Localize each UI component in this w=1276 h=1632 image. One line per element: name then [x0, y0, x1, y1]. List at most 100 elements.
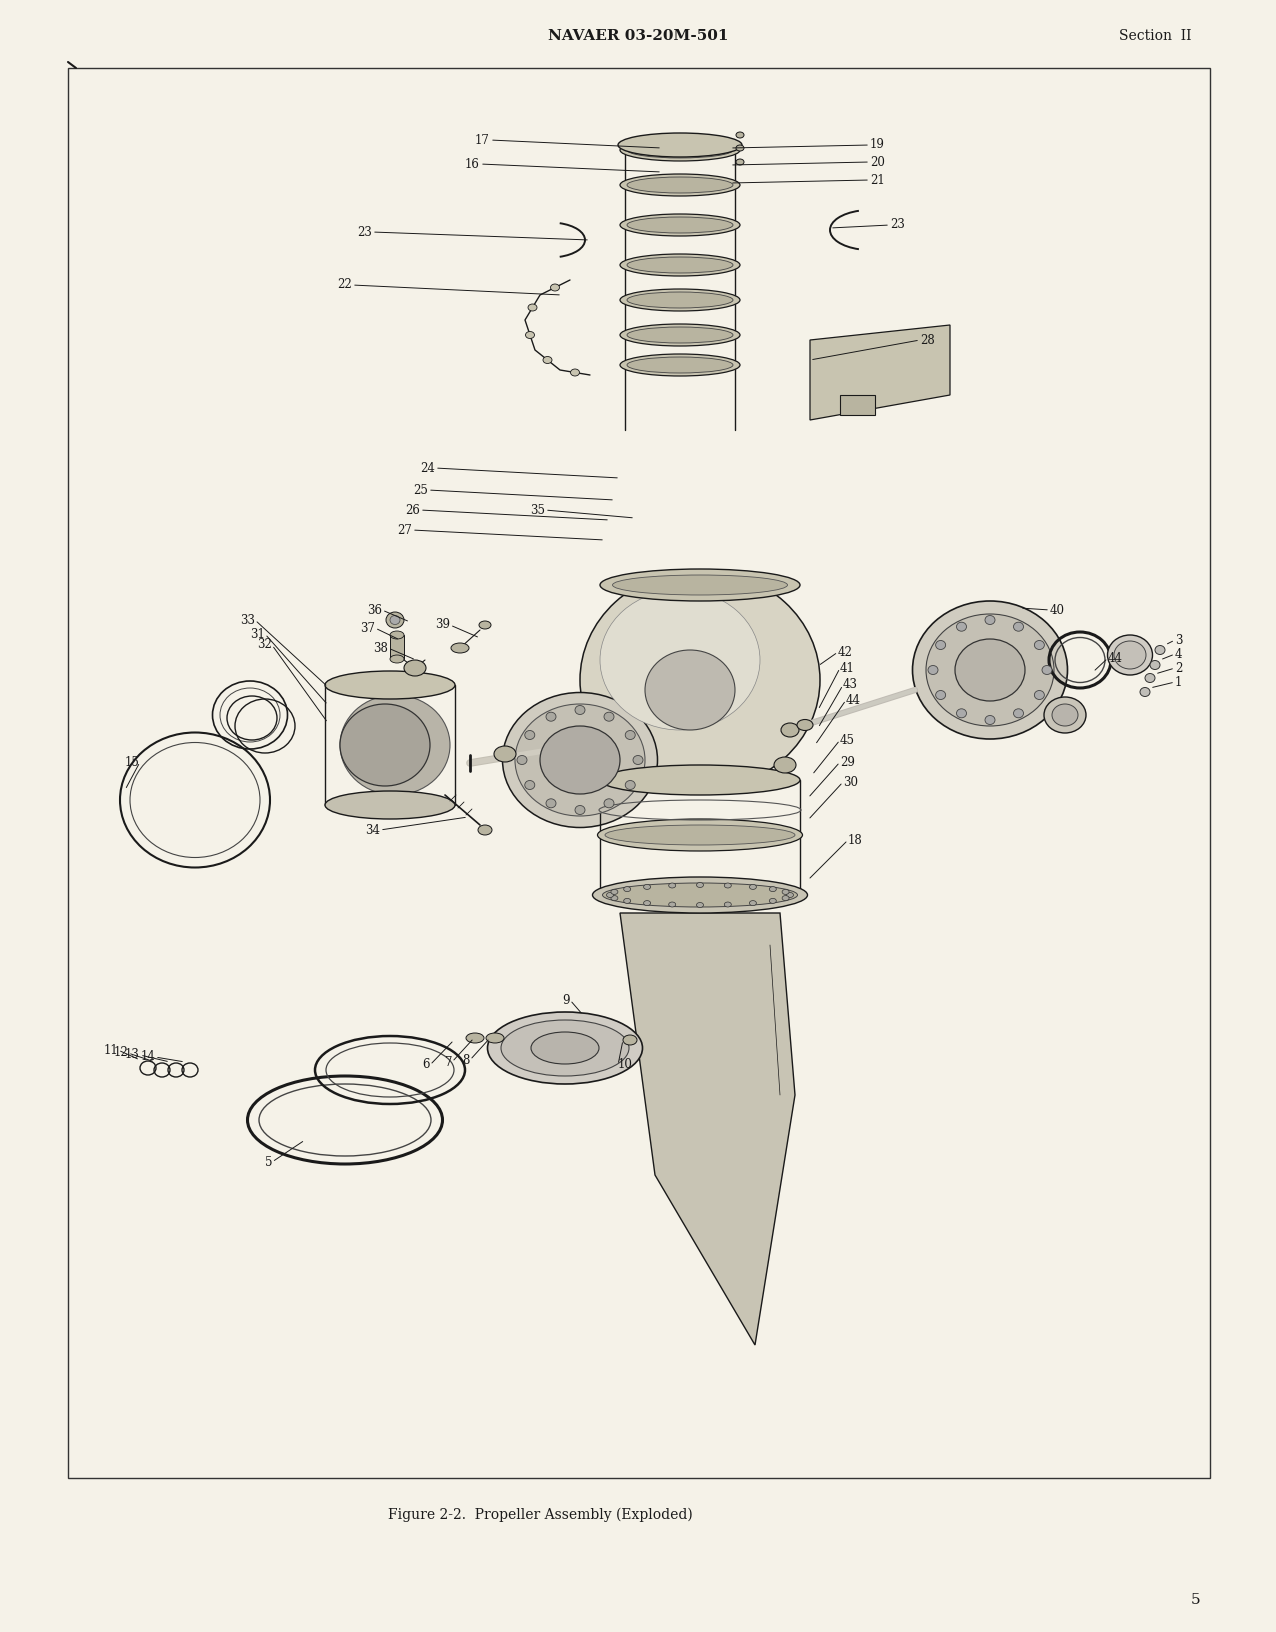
Ellipse shape [550, 284, 559, 290]
Ellipse shape [387, 612, 404, 628]
Ellipse shape [1013, 708, 1023, 718]
Text: 13: 13 [125, 1048, 140, 1061]
Ellipse shape [620, 289, 740, 312]
Ellipse shape [633, 756, 643, 764]
Ellipse shape [627, 256, 732, 273]
Ellipse shape [985, 715, 995, 725]
Text: 2: 2 [1175, 661, 1183, 674]
Ellipse shape [620, 175, 740, 196]
Ellipse shape [1042, 666, 1051, 674]
Ellipse shape [611, 889, 618, 894]
Ellipse shape [782, 896, 789, 901]
Ellipse shape [620, 139, 740, 162]
Ellipse shape [612, 574, 787, 596]
Ellipse shape [517, 756, 527, 764]
Ellipse shape [486, 1033, 504, 1043]
Text: 18: 18 [849, 834, 863, 847]
Text: 8: 8 [463, 1054, 470, 1066]
Text: 44: 44 [846, 694, 861, 707]
Text: 19: 19 [870, 139, 884, 152]
Ellipse shape [935, 690, 946, 700]
Ellipse shape [581, 570, 820, 790]
Ellipse shape [575, 806, 584, 814]
Ellipse shape [786, 893, 794, 898]
Ellipse shape [546, 798, 556, 808]
Ellipse shape [669, 883, 676, 888]
Text: 31: 31 [250, 627, 265, 640]
Text: 40: 40 [1050, 604, 1065, 617]
Ellipse shape [544, 356, 553, 364]
Ellipse shape [1035, 640, 1044, 650]
Ellipse shape [926, 614, 1054, 726]
Ellipse shape [725, 883, 731, 888]
Text: 1: 1 [1175, 676, 1183, 689]
Ellipse shape [478, 826, 493, 836]
Ellipse shape [478, 622, 491, 628]
Ellipse shape [1114, 641, 1146, 669]
Bar [390, 635, 404, 659]
Ellipse shape [669, 902, 676, 907]
Ellipse shape [606, 893, 614, 898]
Text: 27: 27 [397, 524, 412, 537]
Text: 45: 45 [840, 733, 855, 746]
Ellipse shape [725, 902, 731, 907]
Ellipse shape [516, 703, 644, 816]
Text: 37: 37 [360, 622, 375, 635]
Ellipse shape [736, 145, 744, 152]
Ellipse shape [602, 883, 798, 907]
Text: 25: 25 [413, 483, 427, 496]
Ellipse shape [531, 1031, 598, 1064]
Ellipse shape [1044, 697, 1086, 733]
Text: 11: 11 [103, 1043, 117, 1056]
Text: 42: 42 [838, 646, 852, 658]
Ellipse shape [575, 705, 584, 715]
Ellipse shape [625, 731, 635, 739]
Bar [68, 69, 1210, 1479]
Ellipse shape [620, 325, 740, 346]
Ellipse shape [450, 643, 470, 653]
Ellipse shape [935, 640, 946, 650]
Text: 41: 41 [840, 661, 855, 674]
Ellipse shape [627, 142, 732, 158]
Text: 38: 38 [373, 641, 388, 654]
Bar [840, 395, 875, 415]
Ellipse shape [600, 591, 760, 730]
Ellipse shape [618, 132, 743, 157]
Text: 3: 3 [1175, 633, 1183, 646]
Text: 14: 14 [140, 1051, 154, 1064]
Ellipse shape [605, 826, 795, 845]
Ellipse shape [1035, 690, 1044, 700]
Ellipse shape [501, 1020, 629, 1075]
Ellipse shape [339, 695, 450, 795]
Ellipse shape [912, 601, 1068, 739]
Ellipse shape [769, 886, 776, 891]
Ellipse shape [644, 650, 735, 730]
Ellipse shape [624, 886, 630, 891]
Text: 43: 43 [843, 679, 857, 692]
Polygon shape [620, 912, 795, 1345]
Text: 22: 22 [337, 279, 352, 292]
Text: 32: 32 [258, 638, 272, 651]
Text: 10: 10 [618, 1059, 633, 1072]
Ellipse shape [524, 731, 535, 739]
Ellipse shape [466, 1033, 484, 1043]
Ellipse shape [697, 902, 703, 907]
Ellipse shape [769, 898, 776, 904]
Polygon shape [810, 325, 951, 419]
Ellipse shape [697, 883, 703, 888]
Text: 12: 12 [114, 1046, 128, 1059]
Text: 36: 36 [367, 604, 382, 617]
Text: 29: 29 [840, 756, 855, 769]
Text: 15: 15 [125, 756, 140, 769]
Text: 7: 7 [444, 1056, 452, 1069]
Ellipse shape [627, 326, 732, 343]
Ellipse shape [325, 792, 456, 819]
Ellipse shape [600, 765, 800, 795]
Text: 24: 24 [420, 462, 435, 475]
Ellipse shape [600, 570, 800, 601]
Text: 35: 35 [530, 504, 545, 516]
Text: 4: 4 [1175, 648, 1183, 661]
Ellipse shape [798, 720, 813, 731]
Ellipse shape [620, 354, 740, 375]
Text: 9: 9 [563, 994, 570, 1007]
